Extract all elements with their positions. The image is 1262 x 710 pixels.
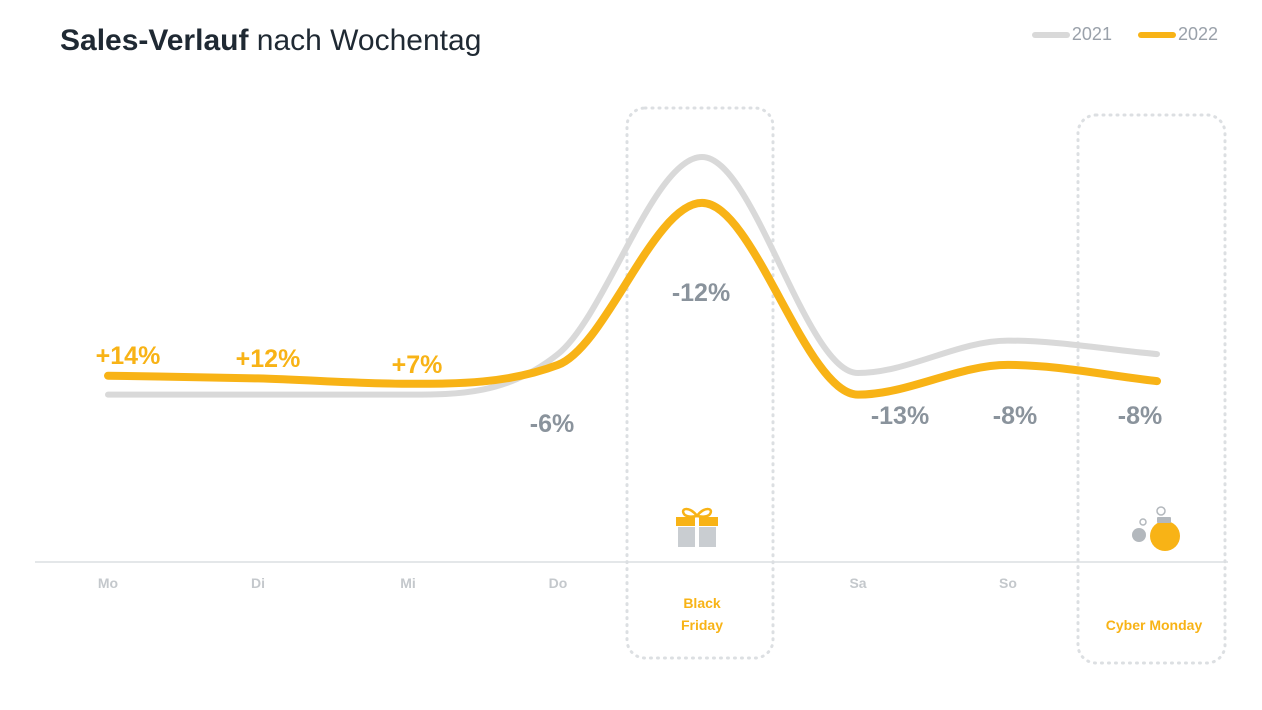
- highlight-box-cyber-monday: [1076, 113, 1227, 665]
- legend-item-2022: 2022: [1137, 24, 1218, 45]
- ornament-icon-cap: [1157, 517, 1171, 523]
- gift-icon-bow-right: [694, 507, 713, 518]
- change-label-do: -6%: [530, 410, 574, 438]
- category-label-mi: Mi: [400, 575, 416, 591]
- change-label-cyber-monday: -8%: [1118, 402, 1162, 430]
- legend-label-2021: 2021: [1071, 24, 1112, 44]
- series-line-2021: [105, 154, 1160, 398]
- chart-title-rest: nach Wochentag: [248, 24, 482, 57]
- category-label-do: Do: [549, 575, 568, 591]
- change-label-di: +12%: [236, 345, 301, 373]
- category-label-cyber-monday: Cyber Monday: [1106, 617, 1203, 633]
- category-label-black-friday-1: Black: [683, 595, 721, 611]
- ornament-icon-small-loop: [1139, 518, 1147, 526]
- legend-swatch-2021: [1031, 31, 1070, 38]
- gift-icon: [676, 507, 718, 547]
- legend-item-2021: 2021: [1031, 24, 1112, 45]
- category-label-mo: Mo: [98, 575, 118, 591]
- category-label-di: Di: [251, 575, 265, 591]
- change-label-mi: +7%: [392, 351, 443, 379]
- series-line-2022: [104, 198, 1161, 399]
- chart-title-bold: Sales-Verlauf: [60, 24, 249, 57]
- gift-icon-ribbon: [695, 517, 699, 547]
- category-label-sa: Sa: [849, 575, 866, 591]
- ornament-icon-small: [1132, 528, 1146, 542]
- ornament-icon: [1132, 506, 1180, 551]
- legend: 2021 2022: [1031, 24, 1218, 45]
- change-label-black-friday: -12%: [672, 279, 730, 307]
- ornament-icon-large: [1150, 521, 1180, 551]
- change-label-so: -8%: [993, 402, 1037, 430]
- category-label-black-friday-2: Friday: [681, 617, 723, 633]
- ornament-icon-large-loop: [1156, 506, 1166, 516]
- gift-icon-bow-left: [681, 507, 700, 518]
- category-label-so: So: [999, 575, 1017, 591]
- highlight-box-black-friday: [625, 106, 775, 660]
- legend-swatch-2022: [1137, 31, 1176, 38]
- change-label-sa: -13%: [871, 402, 929, 430]
- chart-title: Sales-Verlauf nach Wochentag: [60, 24, 481, 58]
- change-label-mo: +14%: [96, 342, 161, 370]
- legend-label-2022: 2022: [1177, 24, 1218, 44]
